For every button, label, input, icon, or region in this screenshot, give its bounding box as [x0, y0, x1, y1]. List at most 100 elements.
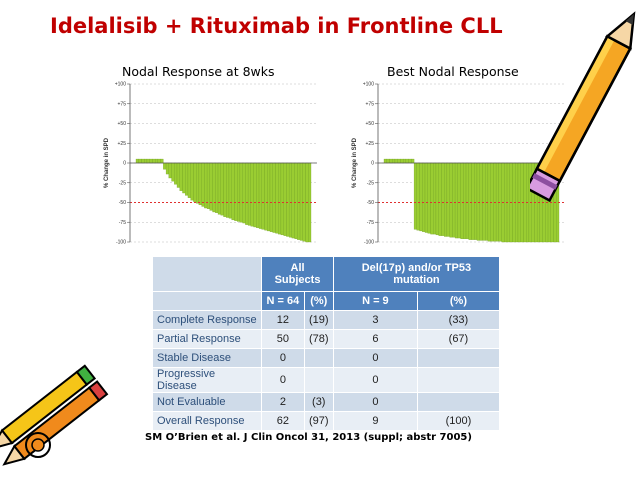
table-row: Stable Disease 0 0	[151, 348, 501, 368]
row-label: Progressive Disease	[151, 367, 263, 393]
bar	[474, 162, 478, 240]
bar	[460, 162, 464, 239]
table-row: Overall Response 62 (97) 9 (100)	[151, 411, 501, 431]
bar	[157, 158, 161, 164]
bar	[242, 162, 246, 224]
row-label: Overall Response	[151, 411, 263, 431]
response-table: All Subjects Del(17p) and/or TP53 mutati…	[151, 256, 501, 431]
bar	[286, 162, 290, 237]
bar	[198, 162, 202, 206]
bar	[272, 162, 276, 233]
cell-pct-all: (3)	[303, 392, 334, 412]
bar	[245, 162, 249, 225]
bar	[485, 162, 489, 241]
cell-pct-all	[303, 367, 334, 393]
bar	[283, 162, 287, 236]
bar	[220, 162, 224, 216]
bar	[152, 158, 156, 164]
y-tick-label: -25	[119, 180, 126, 186]
bar	[250, 162, 254, 227]
cell-pct-del	[416, 392, 501, 412]
y-tick-label: 0	[371, 161, 374, 167]
y-tick-label: +100	[115, 82, 126, 88]
bar	[168, 162, 172, 179]
bar	[165, 162, 169, 175]
bar	[149, 158, 153, 164]
bar	[446, 162, 450, 237]
bar	[247, 162, 251, 226]
table-corner	[151, 256, 263, 292]
bar	[394, 158, 398, 164]
bar	[204, 162, 208, 209]
y-tick-label: +25	[366, 141, 375, 147]
bar	[291, 162, 295, 239]
row-label: Partial Response	[151, 329, 263, 349]
bar	[231, 162, 235, 221]
y-tick-label: +50	[118, 121, 127, 127]
bar	[179, 162, 183, 191]
bar	[444, 162, 448, 237]
bar	[416, 162, 420, 231]
cell-n-all: 0	[261, 348, 305, 368]
bar	[253, 162, 257, 228]
cell-pct-del: (67)	[416, 329, 501, 349]
bar	[226, 162, 230, 218]
bar	[135, 158, 139, 164]
bar	[209, 162, 213, 211]
y-tick-label: -75	[367, 220, 374, 226]
bar	[234, 162, 238, 221]
cell-n-all: 0	[261, 367, 305, 393]
bar	[294, 162, 298, 239]
header-all-subjects: All Subjects	[261, 256, 334, 292]
cell-pct-del	[416, 367, 501, 393]
bar	[258, 162, 262, 229]
pencils-icon	[0, 364, 109, 466]
bar	[413, 162, 417, 230]
cell-n-del: 0	[332, 392, 418, 412]
row-label: Complete Response	[151, 310, 263, 330]
cell-n-all: 62	[261, 411, 305, 431]
y-tick-label: -25	[367, 180, 374, 186]
bar	[454, 162, 458, 239]
citation-text: SM O’Brien et al. J Clin Oncol 31, 2013 …	[145, 432, 472, 443]
bar	[138, 158, 142, 164]
y-tick-label: +25	[118, 141, 127, 147]
bar	[297, 162, 301, 240]
bar	[187, 162, 191, 198]
bar	[228, 162, 232, 219]
y-tick-label: -100	[116, 240, 126, 246]
bar	[288, 162, 293, 238]
pencil-icon	[530, 11, 636, 203]
bar	[239, 162, 243, 223]
chart2-title: Best Nodal Response	[387, 64, 519, 79]
bar	[408, 158, 412, 164]
cell-pct-all	[303, 348, 334, 368]
bar	[171, 162, 175, 182]
bar	[264, 162, 268, 231]
bar	[392, 158, 396, 164]
header-del17p: Del(17p) and/or TP53 mutation	[332, 256, 501, 292]
table-corner-2	[151, 291, 263, 311]
y-tick-label: -50	[367, 200, 374, 206]
cell-pct-all: (19)	[303, 310, 334, 330]
bar	[441, 162, 445, 236]
y-axis-label: % Change in SPD	[352, 137, 358, 188]
bar	[182, 162, 186, 194]
bar	[176, 162, 180, 188]
bar	[206, 162, 210, 209]
cell-pct-del	[416, 348, 501, 368]
bar	[201, 162, 205, 207]
bar	[424, 162, 428, 233]
bar	[435, 162, 439, 236]
best-nodal-response-chart: % Change in SPD +100 +75 +50 +25 0 -25 -50 -75 -1…	[352, 82, 565, 246]
bar	[405, 158, 409, 164]
bar	[422, 162, 426, 232]
bar	[278, 162, 282, 235]
bar	[144, 158, 148, 164]
bar	[482, 162, 486, 241]
y-tick-label: -50	[119, 200, 126, 206]
bar	[479, 162, 483, 241]
bar	[427, 162, 431, 234]
bar	[141, 158, 145, 164]
bar	[299, 162, 303, 241]
